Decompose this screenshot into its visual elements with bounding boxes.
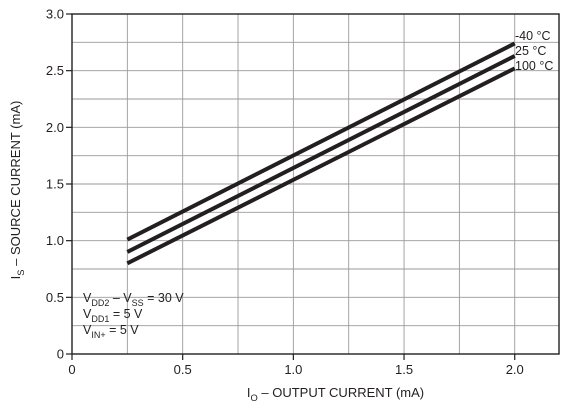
condition-text: VDD2 – VSS = 30 V <box>83 291 184 308</box>
y-tick-label: 0.5 <box>46 290 64 305</box>
series-line <box>126 54 516 254</box>
condition-text: VDD1 = 5 V <box>83 307 143 324</box>
condition-text: VIN+ = 5 V <box>83 323 139 340</box>
series-label: 25 °C <box>515 44 546 58</box>
label-layer: 0 0.5 1.0 1.5 2.0 0 0.5 1.0 1.5 2.0 2.5 3.0 -40 °C25… <box>8 7 553 403</box>
y-tick-label: 2.0 <box>46 120 64 135</box>
axis-layer <box>66 13 560 360</box>
series-line <box>126 66 516 266</box>
series-layer <box>126 41 516 266</box>
y-tick-label: 0 <box>57 347 64 362</box>
subscript: IN+ <box>91 330 105 340</box>
y-tick-label: 1.5 <box>46 177 64 192</box>
x-tick-label: 2.0 <box>506 362 524 377</box>
x-tick-label: 0 <box>68 362 75 377</box>
subscript: DD2 <box>91 298 109 308</box>
x-tick-label: 1.5 <box>395 362 413 377</box>
series-label: -40 °C <box>515 29 551 43</box>
x-tick-label: 1.0 <box>284 362 302 377</box>
subscript: S <box>16 269 26 275</box>
y-tick-label: 1.0 <box>46 233 64 248</box>
subscript: SS <box>132 298 144 308</box>
y-axis-label: IS – SOURCE CURRENT (mA) <box>8 101 26 280</box>
subscript: DD1 <box>91 314 109 324</box>
x-tick-label: 0.5 <box>174 362 192 377</box>
subscript: O <box>250 393 257 403</box>
series-label: 100 °C <box>515 59 553 73</box>
x-axis-label: IO – OUTPUT CURRENT (mA) <box>247 385 424 403</box>
grid-layer <box>72 14 559 354</box>
y-tick-label: 3.0 <box>46 7 64 22</box>
y-tick-label: 2.5 <box>46 63 64 78</box>
series-line <box>126 41 516 242</box>
